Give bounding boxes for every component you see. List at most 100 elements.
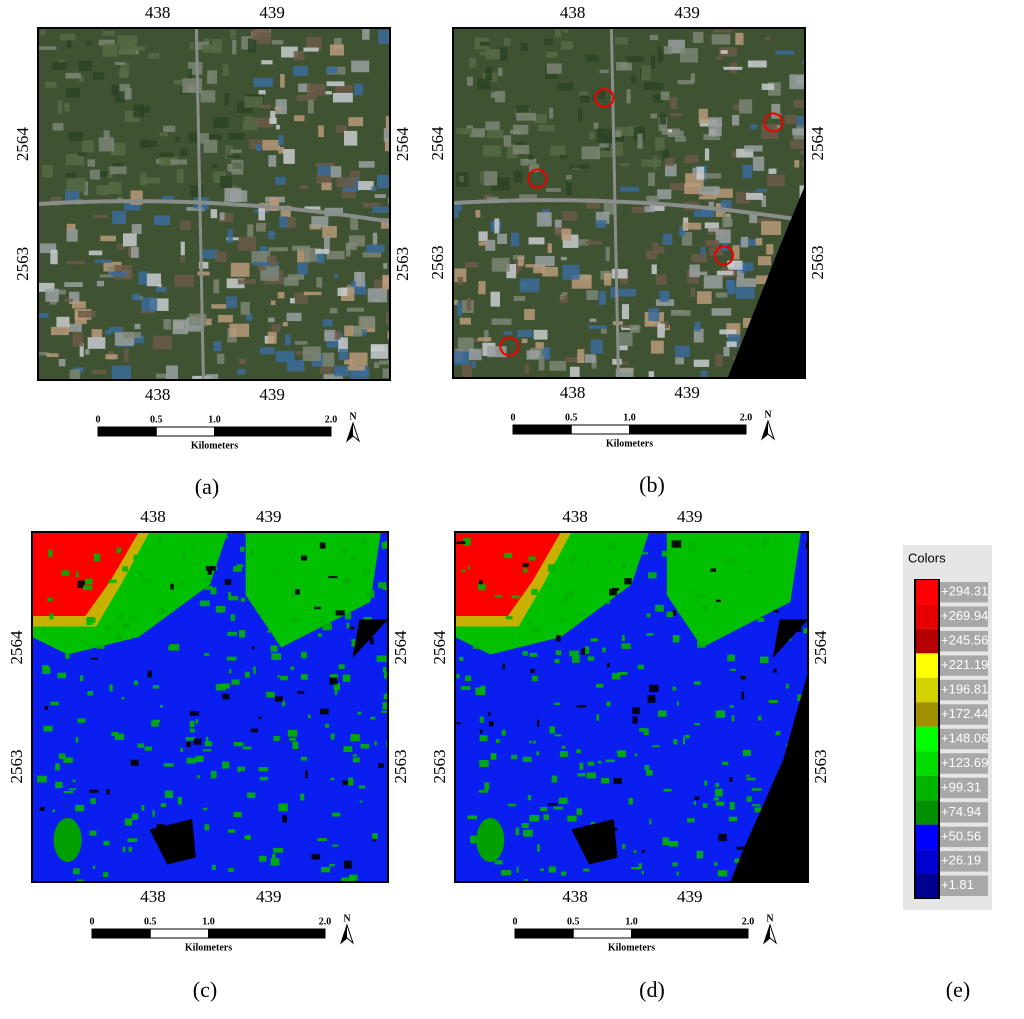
elevation-patch: [376, 655, 387, 662]
elevation-patch: [215, 605, 226, 613]
elevation-patch: [727, 654, 735, 662]
legend-label-bg: [940, 679, 988, 701]
terrain-patch: [200, 90, 216, 103]
elevation-patch: [338, 664, 345, 670]
elevation-patch: [551, 775, 558, 783]
terrain-patch: [337, 287, 348, 296]
elevation-patch: [250, 728, 258, 733]
elevation-patch: [358, 785, 366, 789]
terrain-patch: [99, 274, 114, 278]
terrain-patch: [708, 201, 714, 211]
elevation-patch: [341, 547, 347, 555]
terrain-patch: [761, 83, 775, 90]
terrain-patch: [92, 72, 105, 80]
sea: [727, 185, 805, 378]
elevation-patch: [785, 683, 789, 689]
terrain-patch: [315, 162, 335, 167]
elevation-patch: [322, 623, 332, 631]
terrain-patch: [525, 364, 530, 374]
terrain-patch: [478, 241, 487, 246]
terrain-patch: [732, 245, 740, 260]
terrain-patch: [247, 38, 257, 53]
elevation-patch: [300, 674, 308, 680]
elevation-patch: [374, 740, 377, 746]
elevation-patch: [695, 593, 705, 598]
elevation-patch: [752, 804, 761, 807]
terrain-patch: [326, 66, 338, 74]
elevation-patch: [523, 829, 533, 837]
elevation-patch: [251, 646, 255, 650]
terrain-patch: [657, 54, 663, 63]
elevation-patch: [587, 761, 595, 766]
terrain-patch: [358, 181, 374, 191]
elevation-patch: [360, 537, 366, 545]
elevation-patch: [193, 738, 202, 745]
elevation-patch: [576, 749, 581, 754]
terrain-patch: [102, 30, 115, 36]
terrain-patch: [766, 244, 774, 255]
elevation-patch: [381, 542, 388, 549]
legend-label: +196.81: [941, 682, 988, 697]
terrain-patch: [561, 292, 568, 296]
terrain-patch: [278, 135, 284, 146]
terrain-patch: [562, 264, 580, 280]
elevation-patch: [529, 814, 540, 822]
elevation-patch: [211, 864, 216, 870]
terrain-patch: [585, 55, 599, 62]
terrain-patch: [170, 159, 188, 165]
terrain-patch: [557, 82, 574, 91]
terrain-patch: [261, 60, 273, 65]
terrain-patch: [486, 196, 499, 201]
terrain-patch: [704, 222, 720, 229]
terrain-patch: [358, 161, 375, 168]
terrain-patch: [217, 314, 233, 323]
terrain-patch: [333, 273, 339, 279]
elevation-patch: [554, 659, 560, 664]
north-label: N: [764, 409, 772, 420]
legend-swatch: [916, 628, 938, 654]
terrain-patch: [535, 342, 544, 349]
terrain-patch: [226, 296, 237, 308]
elevation-patch: [300, 756, 307, 761]
terrain-patch: [222, 64, 229, 76]
scale-bar-label: 1.0: [202, 916, 215, 927]
terrain-patch: [715, 229, 731, 244]
elevation-patch: [343, 860, 352, 869]
terrain-patch: [527, 155, 534, 160]
terrain-patch: [736, 269, 745, 279]
elevation-patch: [585, 563, 590, 568]
elevation-patch: [710, 568, 717, 572]
sea: [730, 672, 808, 882]
terrain-patch: [79, 342, 84, 357]
terrain-patch: [56, 289, 67, 295]
terrain-patch: [483, 194, 492, 199]
elevation-patch: [672, 686, 677, 691]
terrain-patch: [100, 235, 116, 242]
terrain-patch: [588, 325, 607, 329]
legend-label: +74.94: [941, 804, 981, 819]
terrain-patch: [108, 181, 122, 195]
terrain-patch: [743, 317, 753, 328]
terrain-patch: [693, 359, 710, 367]
terrain-patch: [85, 349, 90, 355]
terrain-patch: [750, 124, 758, 130]
terrain-patch: [652, 156, 657, 170]
terrain-patch: [133, 104, 144, 118]
panel-caption: (e): [946, 977, 970, 1002]
terrain-patch: [77, 310, 96, 318]
scale-bar-unit: Kilometers: [185, 942, 232, 953]
elevation-patch: [259, 776, 269, 781]
elevation-patch: [144, 746, 152, 751]
elevation-patch: [345, 612, 352, 620]
terrain-patch: [226, 155, 240, 159]
terrain-patch: [92, 171, 112, 177]
elevation-patch: [775, 730, 781, 736]
elevation-patch: [609, 588, 618, 596]
terrain-patch: [526, 350, 541, 360]
elevation-patch: [470, 835, 478, 844]
elevation-patch: [744, 570, 753, 574]
terrain-patch: [202, 44, 222, 53]
elevation-patch: [746, 777, 756, 781]
elevation-patch: [713, 797, 719, 801]
elevation-patch: [270, 645, 278, 652]
